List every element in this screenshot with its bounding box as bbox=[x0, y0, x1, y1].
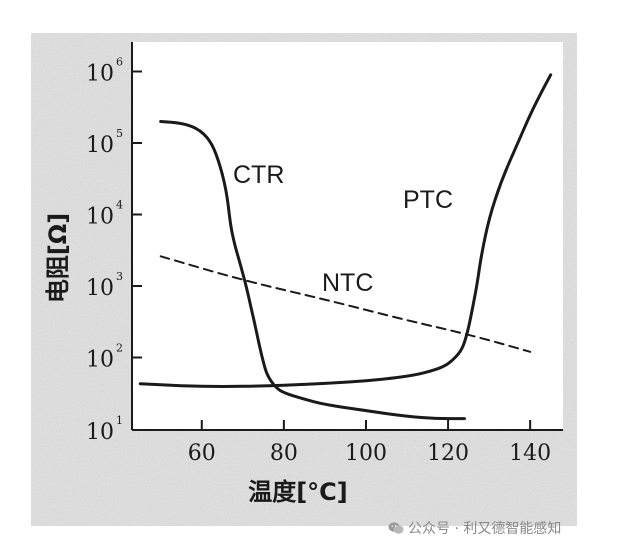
plot-area bbox=[132, 42, 563, 430]
y-tick-label: 10 bbox=[86, 420, 114, 445]
y-axis-title: 电阻[Ω] bbox=[44, 213, 72, 303]
y-tick-label: 10 bbox=[86, 276, 114, 301]
y-tick-exponent: 4 bbox=[116, 199, 123, 212]
y-tick-exponent: 2 bbox=[116, 342, 123, 355]
x-tick-label: 120 bbox=[427, 441, 469, 466]
y-tick-label: 10 bbox=[86, 205, 114, 230]
ntc-curve bbox=[159, 255, 532, 353]
wechat-icon bbox=[388, 522, 404, 534]
y-tick-exponent: 5 bbox=[116, 127, 123, 140]
y-tick-label: 10 bbox=[86, 133, 114, 158]
x-tick-label: 100 bbox=[345, 441, 387, 466]
y-tick-label: 10 bbox=[86, 62, 114, 87]
y-tick-exponent: 1 bbox=[116, 414, 123, 427]
x-tick-label: 60 bbox=[188, 441, 216, 466]
ntc-label: NTC bbox=[322, 269, 373, 297]
ctr-curve bbox=[159, 120, 466, 421]
x-axis-ticks: 60 80 100 120 140 bbox=[188, 420, 551, 466]
x-axis-title: 温度[°C] bbox=[248, 478, 348, 506]
y-tick-exponent: 3 bbox=[116, 270, 123, 283]
watermark-text: 公众号 · 利又德智能感知 bbox=[408, 521, 562, 537]
ctr-label: CTR bbox=[233, 161, 284, 189]
ptc-curve bbox=[138, 73, 553, 388]
series-layer bbox=[138, 73, 553, 421]
ptc-label: PTC bbox=[403, 186, 453, 214]
y-tick-exponent: 6 bbox=[116, 56, 123, 69]
y-tick-label: 10 bbox=[86, 348, 114, 373]
x-tick-label: 140 bbox=[509, 441, 551, 466]
x-tick-label: 80 bbox=[270, 441, 298, 466]
watermark: 公众号 · 利又德智能感知 bbox=[388, 518, 561, 538]
